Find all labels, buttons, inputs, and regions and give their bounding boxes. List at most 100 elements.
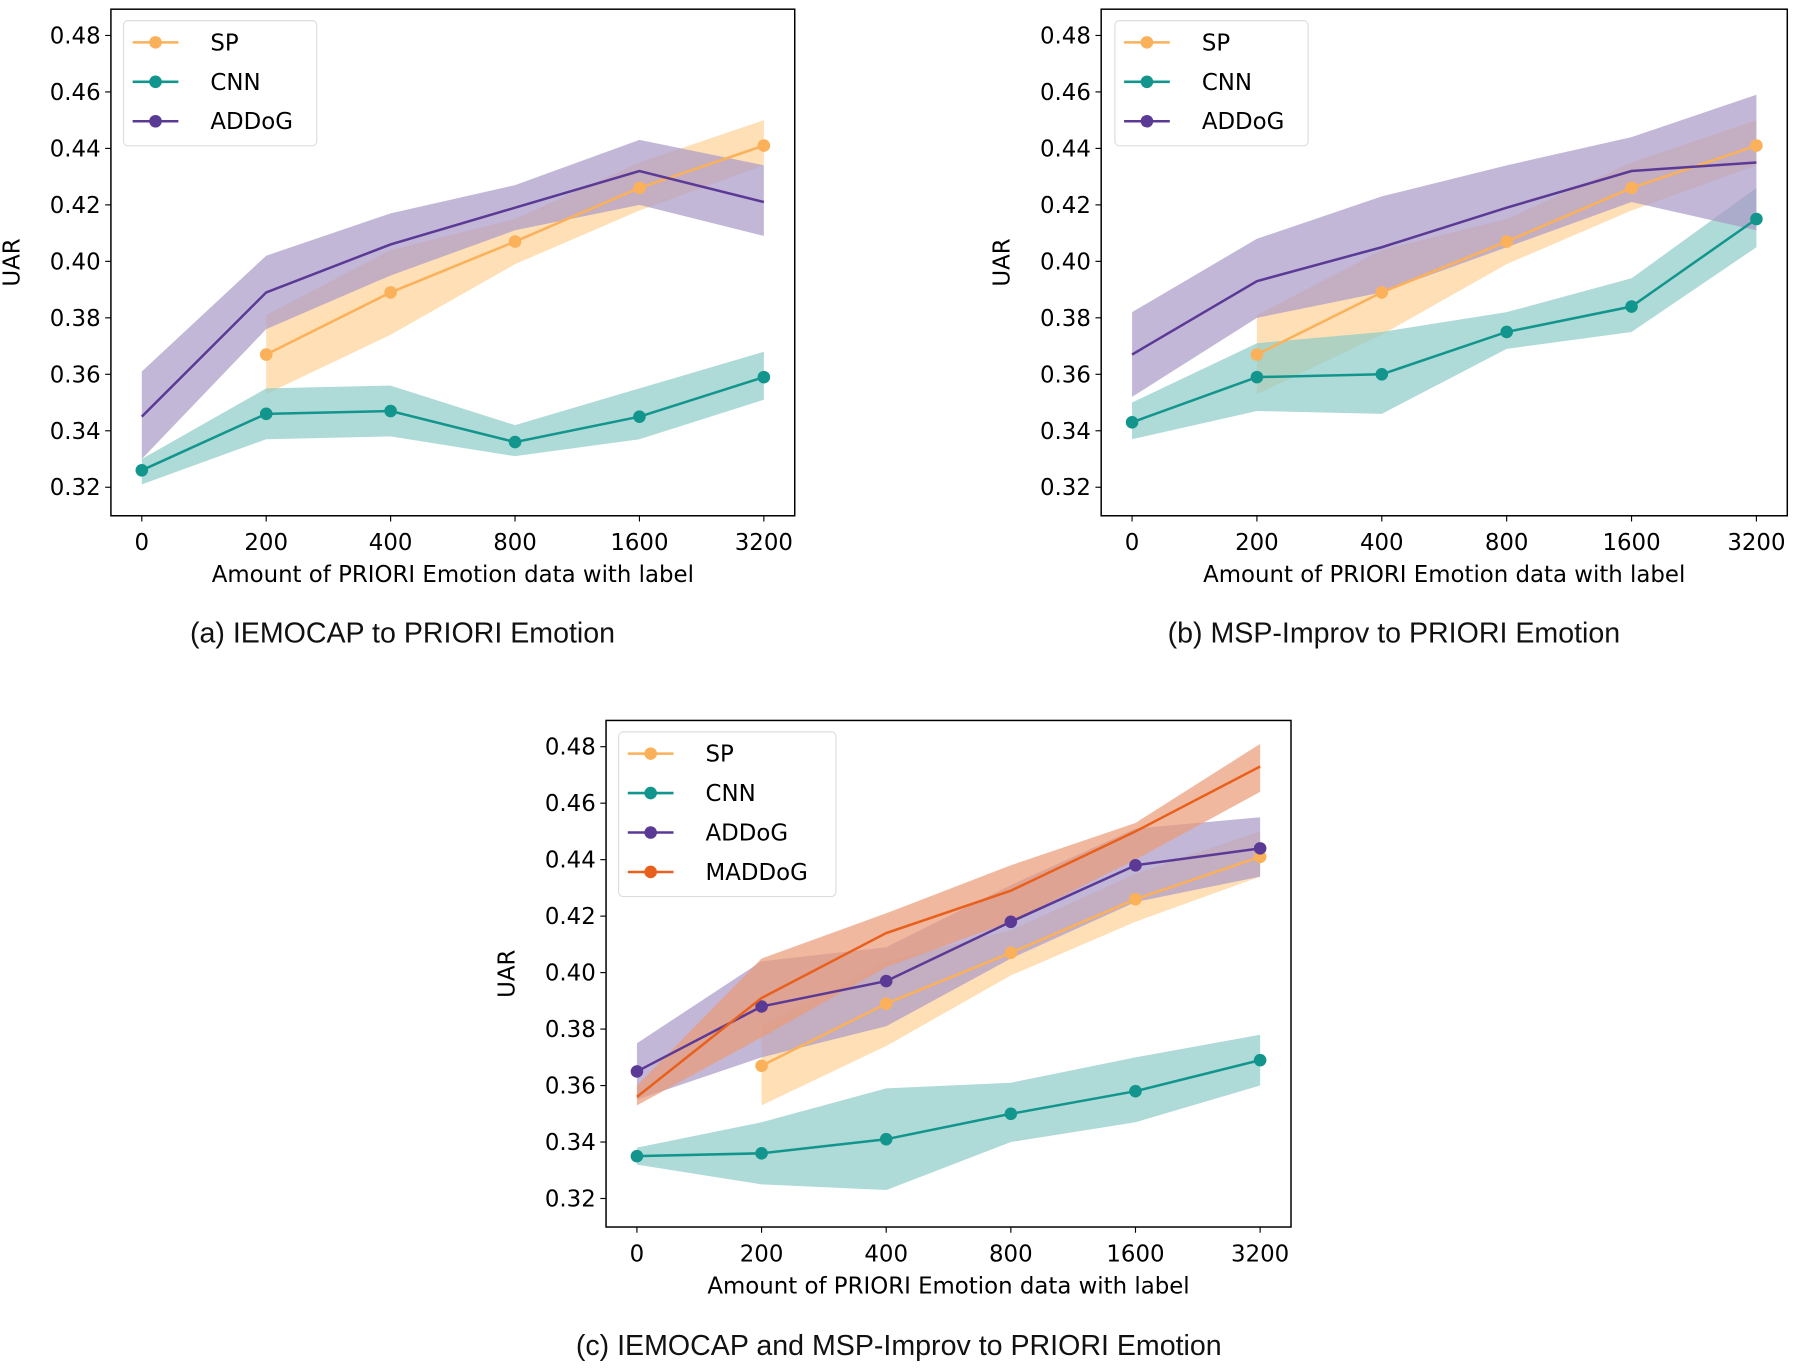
y-tick-label: 0.38 <box>1040 306 1091 332</box>
x-tick-label: 400 <box>1360 530 1404 556</box>
x-tick-label: 200 <box>244 530 288 556</box>
point-cnn <box>384 404 397 418</box>
point-cnn <box>1500 325 1513 339</box>
legend-box <box>122 20 318 147</box>
y-tick-label: 0.36 <box>50 362 101 388</box>
legend-marker-cnn <box>149 75 162 89</box>
point-addog <box>879 974 893 988</box>
x-tick-label: 1600 <box>1106 1241 1164 1267</box>
figure-caption: (c) IEMOCAP and MSP-Improv to PRIORI Emo… <box>576 1330 1222 1362</box>
point-cnn <box>1125 416 1139 429</box>
figure-caption: (b) MSP-Improv to PRIORI Emotion <box>1168 618 1621 650</box>
point-sp <box>879 997 893 1010</box>
point-sp <box>1625 181 1638 195</box>
x-tick-label: 3200 <box>735 530 793 556</box>
chart-panel-0: 0.32 0.34 0.36 0.38 0.40 0.42 0.44 0.46 0.48 0 200… <box>0 8 796 650</box>
line-cnn <box>1131 217 1758 424</box>
x-tick-label: 1600 <box>1602 530 1660 556</box>
legend-marker-addog <box>1140 114 1154 128</box>
point-addog <box>1004 915 1018 929</box>
y-tick-label: 0.40 <box>50 249 101 275</box>
legend-label-maddog: MADDoG <box>706 860 808 886</box>
axes-frame <box>110 8 796 517</box>
line-cnn <box>636 1058 1261 1158</box>
line-cnn <box>141 375 765 472</box>
x-tick-label: 3200 <box>1727 530 1785 556</box>
legend-label-addog: ADDoG <box>1202 109 1285 135</box>
legend: SP CNN ADDoG <box>1114 20 1309 147</box>
y-tick-label: 0.34 <box>545 1130 596 1156</box>
y-tick-label: 0.46 <box>50 80 101 106</box>
point-cnn <box>755 1147 768 1160</box>
y-tick-label: 0.40 <box>1040 249 1091 275</box>
y-tick-label: 0.48 <box>50 23 101 49</box>
point-cnn <box>1375 368 1389 381</box>
y-tick-label: 0.32 <box>545 1187 596 1213</box>
point-cnn <box>1253 1053 1267 1067</box>
point-sp <box>1500 235 1513 248</box>
legend-label-sp: SP <box>1202 30 1230 56</box>
point-cnn <box>135 464 149 477</box>
y-tick-label: 0.42 <box>1040 193 1091 219</box>
legend-marker-sp <box>149 36 162 49</box>
y-tick-label: 0.46 <box>545 791 596 817</box>
point-sp <box>633 181 646 195</box>
x-tick-label: 0 <box>1125 530 1140 556</box>
point-sp <box>1250 348 1264 361</box>
axes-frame <box>605 719 1292 1228</box>
point-sp <box>1129 892 1142 906</box>
axes-frame <box>1100 8 1789 517</box>
point-cnn <box>1004 1107 1018 1121</box>
legend-label-cnn: CNN <box>1202 70 1252 96</box>
point-sp <box>755 1059 768 1073</box>
x-tick-label: 800 <box>989 1241 1033 1267</box>
band-addog <box>141 139 764 460</box>
point-addog <box>1129 859 1142 872</box>
y-tick-label: 0.42 <box>545 904 596 930</box>
y-axis-label: UAR <box>495 949 521 997</box>
y-axis-label: UAR <box>0 238 25 286</box>
legend: SP CNN ADDoG <box>122 20 318 147</box>
point-cnn <box>1750 212 1763 226</box>
x-tick-label: 800 <box>493 530 537 556</box>
x-tick-label: 800 <box>1485 530 1529 556</box>
figure-caption: (a) IEMOCAP to PRIORI Emotion <box>190 618 615 650</box>
y-tick-label: 0.40 <box>545 961 596 987</box>
point-addog <box>755 1000 768 1013</box>
x-tick-label: 3200 <box>1231 1241 1289 1267</box>
point-cnn <box>259 407 273 421</box>
line-maddog <box>636 765 1261 1098</box>
point-addog <box>1253 842 1267 855</box>
point-addog <box>630 1065 644 1078</box>
legend-marker-addog <box>149 114 162 128</box>
y-tick-label: 0.48 <box>1040 23 1091 49</box>
chart-panel-2: 0.32 0.34 0.36 0.38 0.40 0.42 0.44 0.46 0.48 0 200… <box>495 719 1292 1362</box>
y-tick-label: 0.34 <box>50 419 101 445</box>
y-tick-label: 0.38 <box>50 306 101 332</box>
x-axis-label: Amount of PRIORI Emotion data with label <box>1203 562 1685 588</box>
legend: SP CNN ADDoG MADDoG <box>618 731 837 898</box>
point-cnn <box>879 1132 893 1146</box>
x-axis-label: Amount of PRIORI Emotion data with label <box>212 562 694 588</box>
point-sp <box>508 235 522 248</box>
y-tick-label: 0.32 <box>1040 475 1091 501</box>
legend-marker-maddog <box>644 865 657 879</box>
point-sp <box>259 348 273 361</box>
y-tick-label: 0.44 <box>545 848 596 874</box>
x-tick-label: 400 <box>369 530 413 556</box>
legend-label-addog: ADDoG <box>706 821 789 847</box>
point-sp <box>1375 286 1389 299</box>
point-cnn <box>633 410 646 423</box>
legend-label-cnn: CNN <box>210 70 260 96</box>
line-addog <box>636 847 1261 1073</box>
point-cnn <box>630 1149 644 1163</box>
y-tick-label: 0.44 <box>1040 136 1091 162</box>
x-axis-label: Amount of PRIORI Emotion data with label <box>707 1273 1189 1299</box>
y-tick-label: 0.48 <box>545 735 596 761</box>
legend-label-addog: ADDoG <box>210 109 293 135</box>
y-tick-label: 0.34 <box>1040 419 1091 445</box>
x-tick-label: 1600 <box>610 530 668 556</box>
legend-marker-addog <box>644 826 657 839</box>
y-tick-label: 0.46 <box>1040 80 1091 106</box>
